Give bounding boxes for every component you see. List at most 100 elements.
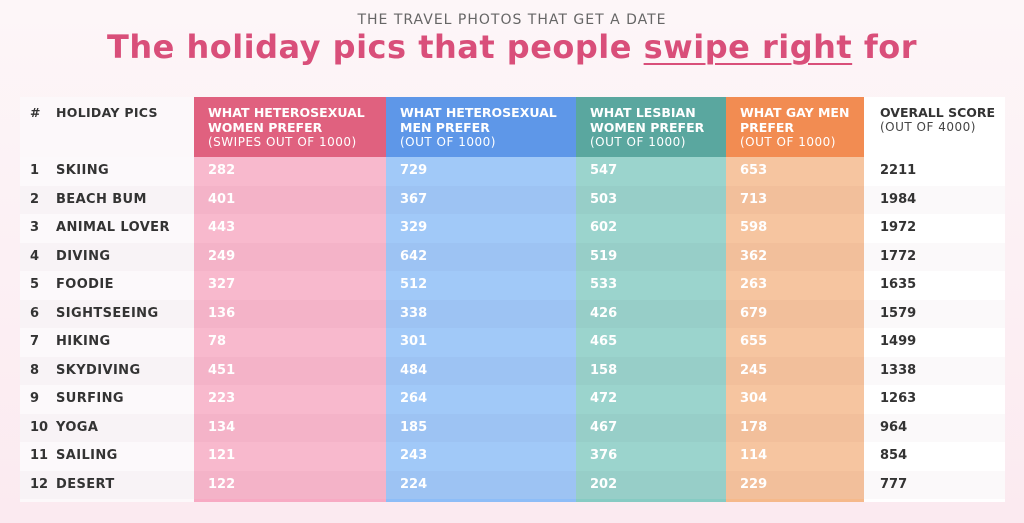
column-bg-hetero-women [194,97,386,502]
row-stripe [20,299,1005,328]
value-gay-men: 598 [740,220,768,235]
row-name: SAILING [56,448,118,463]
value-lesbian-women: 472 [590,391,618,406]
row-name: YOGA [56,419,99,435]
table-row: 8 SKYDIVING 451 484 158 245 1338 [20,356,1005,385]
row-rank: 12 [30,476,49,492]
title-part-1: The holiday pics that people [106,28,644,66]
row-rank: 4 [30,248,40,264]
title-underlined: swipe right [643,28,853,66]
value-hetero-women: 78 [208,334,227,349]
column-bg-hetero-men [386,97,576,502]
value-hetero-women: 443 [208,220,236,235]
value-hetero-men: 729 [400,163,428,178]
value-overall: 1263 [880,391,917,406]
value-hetero-men: 367 [400,191,428,207]
table-row: 1 SKIING 282 729 547 653 2211 [20,157,1005,186]
table-row: 9 SURFING 223 264 472 304 1263 [20,385,1005,414]
table-row: 10 YOGA 134 185 467 178 964 [20,413,1005,442]
value-lesbian-women: 519 [590,248,618,264]
value-lesbian-women: 503 [590,191,618,207]
row-stripe [20,328,1005,357]
value-hetero-women: 223 [208,391,236,406]
row-rank: 5 [30,277,40,292]
value-overall: 1972 [880,220,917,235]
value-gay-men: 713 [740,191,768,207]
value-hetero-men: 243 [400,448,428,463]
row-stripe [20,157,1005,186]
row-stripe [20,442,1005,471]
value-gay-men: 229 [740,476,768,492]
header-lesbian-women: WHAT LESBIAN WOMEN PREFER (OUT OF 1000) [576,97,726,157]
value-gay-men: 362 [740,248,768,264]
value-hetero-men: 484 [400,362,428,378]
value-lesbian-women: 547 [590,163,618,178]
header-hetero-women: WHAT HETEROSEXUAL WOMEN PREFER (SWIPES O… [194,97,386,157]
value-hetero-women: 136 [208,305,236,321]
header-hetero-men-label: WHAT HETEROSEXUAL MEN PREFER [400,105,557,135]
table-row: 11 SAILING 121 243 376 114 854 [20,442,1005,471]
table-row: 7 HIKING 78 301 465 655 1499 [20,328,1005,357]
row-name: DIVING [56,248,111,264]
value-hetero-men: 642 [400,248,428,264]
value-overall: 1579 [880,305,917,321]
table-row: 2 BEACH BUM 401 367 503 713 1984 [20,185,1005,214]
row-stripe [20,214,1005,243]
value-overall: 1635 [880,277,917,292]
ranking-table: # HOLIDAY PICS WHAT HETEROSEXUAL WOMEN P… [20,97,1005,502]
value-hetero-women: 121 [208,448,236,463]
row-name: FOODIE [56,277,114,292]
value-gay-men: 304 [740,391,768,406]
title-part-2: for [852,28,917,66]
value-lesbian-women: 602 [590,220,618,235]
header-overall-sub: (OUT OF 4000) [880,120,976,134]
value-hetero-women: 282 [208,163,236,178]
value-hetero-men: 264 [400,391,428,406]
row-rank: 1 [30,163,40,178]
value-gay-men: 679 [740,305,768,321]
value-overall: 1984 [880,191,917,207]
header-holiday-pics: HOLIDAY PICS [56,105,158,120]
value-hetero-women: 122 [208,476,236,492]
row-name: HIKING [56,334,111,349]
value-hetero-women: 249 [208,248,236,264]
value-lesbian-women: 467 [590,419,618,435]
header-hetero-women-sub: (SWIPES OUT OF 1000) [208,135,357,149]
row-name: SURFING [56,391,124,406]
row-name: DESERT [56,476,115,492]
page-subtitle: THE TRAVEL PHOTOS THAT GET A DATE [357,12,667,28]
header-overall: OVERALL SCORE (OUT OF 4000) [864,97,1005,157]
value-overall: 777 [880,476,908,492]
table-row: 4 DIVING 249 642 519 362 1772 [20,242,1005,271]
row-stripe [20,470,1005,499]
value-hetero-women: 327 [208,277,236,292]
value-lesbian-women: 376 [590,448,618,463]
header-gay-men-sub: (OUT OF 1000) [740,135,836,149]
value-overall: 854 [880,448,908,463]
row-stripe [20,242,1005,271]
column-bg-lesbian-women [576,97,726,502]
header-rank: # [30,105,41,120]
header-gay-men: WHAT GAY MEN PREFER (OUT OF 1000) [726,97,864,157]
value-lesbian-women: 202 [590,476,618,492]
value-gay-men: 263 [740,277,768,292]
value-overall: 1772 [880,248,917,264]
row-stripe [20,185,1005,214]
value-lesbian-women: 426 [590,305,618,321]
table-row: 12 DESERT 122 224 202 229 777 [20,470,1005,499]
value-hetero-women: 401 [208,191,236,207]
header-lesbian-women-sub: (OUT OF 1000) [590,135,686,149]
value-hetero-women: 451 [208,362,236,378]
row-name: SKIING [56,163,110,178]
header-hetero-men: WHAT HETEROSEXUAL MEN PREFER (OUT OF 100… [386,97,576,157]
row-stripe [20,413,1005,442]
column-bg-gay-men [726,97,864,502]
value-gay-men: 655 [740,334,768,349]
row-rank: 6 [30,305,40,321]
value-hetero-men: 224 [400,476,428,492]
value-lesbian-women: 533 [590,277,618,292]
row-name: SIGHTSEEING [56,305,159,321]
row-rank: 3 [30,220,40,235]
value-lesbian-women: 158 [590,362,618,378]
value-overall: 964 [880,419,908,435]
